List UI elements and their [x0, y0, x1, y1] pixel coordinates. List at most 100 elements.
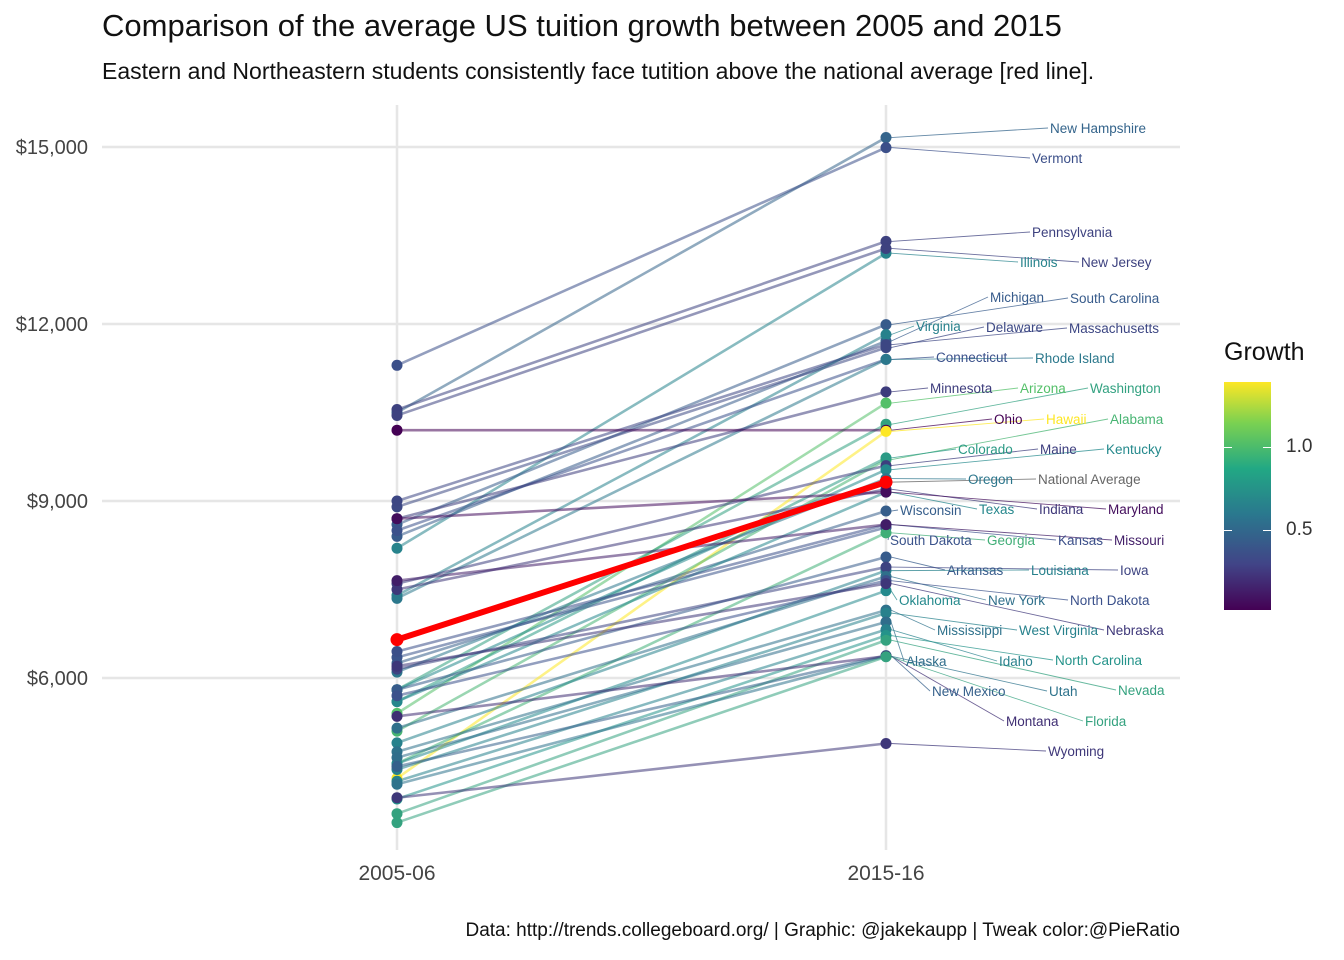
series-line [396, 579, 887, 697]
series-line [396, 430, 887, 780]
state-label: Rhode Island [1035, 351, 1115, 366]
series-line [396, 390, 887, 520]
label-leader-line [890, 491, 978, 510]
state-label: Delaware [986, 320, 1043, 335]
series-line [396, 654, 887, 768]
state-label: West Virginia [1019, 623, 1099, 638]
legend-tick-label: 0.5 [1286, 519, 1313, 540]
label-leader-line [890, 448, 1039, 467]
label-leader-line [890, 418, 993, 431]
label-leader-line [890, 580, 1069, 601]
label-leader-line [890, 387, 929, 393]
legend-tick-mark [1263, 530, 1271, 531]
state-label: North Dakota [1070, 593, 1150, 608]
legend-tick-mark [1224, 447, 1232, 448]
data-point [880, 242, 892, 254]
data-point [880, 452, 892, 464]
label-leader-line [890, 655, 1005, 722]
legend-tick-mark [1224, 530, 1232, 531]
axis-labels: $6,000 $9,000 $12,000 $15,000 2005-06 2015-16 [16, 137, 925, 885]
legend-title: Growth [1224, 338, 1305, 366]
label-leader-line [890, 387, 1019, 404]
label-leader-line [890, 448, 1105, 471]
data-point [391, 359, 403, 371]
legend-colorbar [1224, 382, 1271, 610]
grid-lines [102, 105, 1180, 850]
series-line [396, 628, 887, 783]
state-label: Utah [1049, 684, 1078, 699]
state-label: Maryland [1108, 502, 1164, 517]
data-point [880, 616, 892, 628]
series-line [396, 464, 887, 585]
state-label: Michigan [990, 290, 1044, 305]
label-leader-line [890, 569, 1030, 572]
label-leader-line [890, 629, 998, 662]
data-point [391, 513, 403, 525]
series-line [396, 654, 887, 786]
national-average-label: National Average [1038, 472, 1141, 487]
label-leader-line [890, 326, 985, 349]
state-label: Massachusetts [1069, 321, 1159, 336]
state-label: Virginia [916, 319, 961, 334]
state-label: Minnesota [930, 381, 993, 396]
series-line [396, 526, 887, 659]
data-point [391, 817, 403, 829]
data-point [880, 319, 892, 331]
label-leader-line [890, 566, 1119, 571]
series-line [396, 523, 887, 582]
state-label: South Dakota [890, 533, 972, 548]
state-label: Arizona [1020, 381, 1066, 396]
series-line [396, 654, 887, 718]
state-label: Arkansas [947, 563, 1004, 578]
data-point [391, 592, 403, 604]
series-line [396, 490, 887, 520]
data-point [880, 329, 892, 341]
state-label: Maine [1040, 442, 1077, 457]
state-label: Hawaii [1046, 412, 1087, 427]
label-leader-line [890, 418, 1045, 432]
label-leader-line [890, 252, 1019, 263]
state-label: Washington [1090, 381, 1161, 396]
data-point [391, 761, 403, 772]
x-tick-label: 2015-16 [847, 862, 924, 885]
series-line [396, 343, 887, 503]
state-label: Montana [1006, 714, 1059, 729]
data-point [391, 575, 403, 587]
data-point [391, 660, 403, 672]
state-label: Colorado [958, 442, 1013, 457]
data-point [880, 737, 892, 749]
data-point [880, 464, 892, 476]
series-line [396, 582, 887, 668]
data-point [880, 561, 892, 573]
label-leader-line [890, 327, 1068, 346]
state-label: Indiana [1039, 502, 1084, 517]
data-point [880, 339, 892, 351]
series-line [396, 608, 887, 753]
leader-lines [887, 127, 1119, 752]
data-point [391, 495, 403, 507]
data-point [880, 142, 892, 154]
label-leader-line [890, 639, 1117, 691]
data-points [390, 132, 893, 829]
data-point [391, 808, 403, 820]
label-leader-line [890, 612, 1018, 631]
y-tick-label: $6,000 [27, 668, 88, 690]
series-line [396, 247, 887, 417]
label-leader-line [890, 609, 936, 631]
chart-title: Comparison of the average US tuition gro… [102, 8, 1062, 43]
state-label: Vermont [1032, 151, 1083, 166]
data-point [880, 607, 892, 619]
label-leader-line [890, 491, 1107, 510]
legend-tick-label: 1.0 [1286, 436, 1313, 457]
data-point [880, 519, 892, 531]
label-leader-line [890, 297, 1069, 326]
label-leader-line [890, 524, 1113, 541]
state-label: Nevada [1118, 683, 1165, 698]
data-point [391, 792, 403, 804]
x-tick-label: 2005-06 [358, 862, 435, 885]
state-label: Alabama [1110, 412, 1164, 427]
y-tick-label: $15,000 [16, 137, 88, 159]
data-point [880, 397, 892, 409]
data-point [391, 778, 403, 790]
data-point [391, 752, 403, 764]
